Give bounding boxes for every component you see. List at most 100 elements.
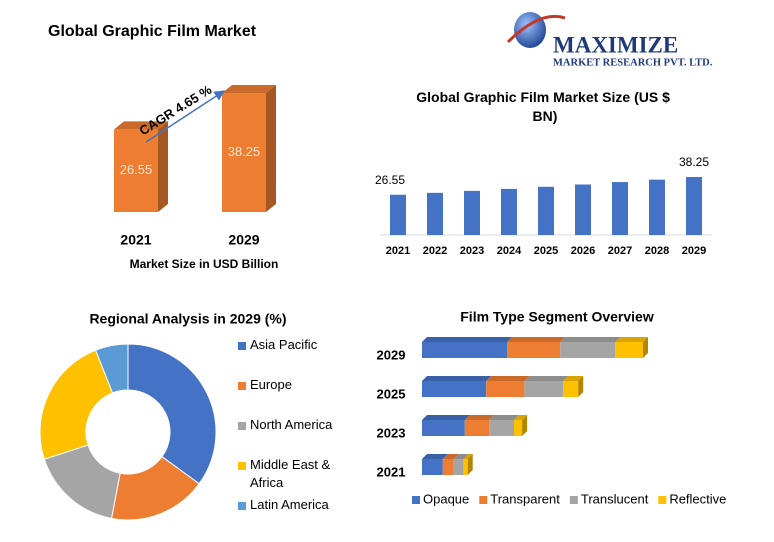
bar <box>390 194 406 235</box>
legend-label: Opaque <box>423 491 469 506</box>
bar-top <box>560 337 621 342</box>
bar-segment <box>489 420 514 436</box>
bar-segment <box>442 459 454 475</box>
value-label: 38.25 <box>679 155 709 169</box>
legend-label: Asia Pacific <box>250 337 318 352</box>
donut-slice <box>94 343 129 394</box>
bar-segment <box>486 381 525 397</box>
bar <box>612 182 628 235</box>
x-tick-label: 2023 <box>460 245 484 257</box>
bar-segment <box>422 420 465 436</box>
legend-swatch <box>238 382 246 390</box>
logo-subtitle: MARKET RESEARCH PVT. LTD. <box>553 57 713 68</box>
bar-top <box>463 454 473 459</box>
bar-top <box>507 337 566 342</box>
legend-swatch <box>238 502 246 510</box>
legend-label: North America <box>250 417 333 432</box>
chart-title: Film Type Segment Overview <box>460 309 654 325</box>
bar <box>575 184 591 235</box>
bar <box>114 129 158 212</box>
page-title: Global Graphic Film Market <box>48 23 257 40</box>
legend-label: Reflective <box>669 491 726 506</box>
logo-name: MAXIMIZE <box>553 32 678 57</box>
x-tick-label: 2029 <box>682 245 706 257</box>
bar-top <box>422 415 470 420</box>
bar-segment <box>422 381 487 397</box>
bar-top <box>524 376 569 381</box>
x-tick-label: 2024 <box>497 245 522 257</box>
bar-top <box>222 85 276 93</box>
legend-swatch <box>569 496 578 504</box>
legend-label: Middle East & Africa <box>250 457 334 490</box>
bar-top <box>422 376 492 381</box>
bar-segment <box>513 420 523 436</box>
y-tick-label: 2023 <box>377 425 406 440</box>
legend-swatch <box>238 422 246 430</box>
x-tick-label: 2026 <box>571 245 595 257</box>
x-tick-label: 2022 <box>423 245 447 257</box>
bar-segment <box>524 381 564 397</box>
legend-swatch <box>412 496 420 504</box>
bar-top <box>464 415 495 420</box>
bar-side <box>266 85 276 212</box>
bar-segment <box>563 381 579 397</box>
bar-segment <box>422 342 508 358</box>
legend-swatch <box>479 496 488 504</box>
bar-side <box>643 337 648 358</box>
bar-side <box>467 454 473 475</box>
bar-segment <box>464 420 490 436</box>
bar-side <box>158 121 168 212</box>
bar-top <box>615 337 648 342</box>
bar-top <box>563 376 584 381</box>
bar-top <box>422 337 513 342</box>
y-tick-label: 2025 <box>377 386 406 401</box>
x-tick-label: 2021 <box>386 245 410 257</box>
bar-top <box>489 415 519 420</box>
value-label: 26.55 <box>120 162 153 177</box>
bar <box>686 177 702 235</box>
bar-side <box>578 376 584 397</box>
bar-segment <box>453 459 464 475</box>
y-tick-label: 2029 <box>377 347 406 362</box>
bar-top <box>442 454 459 459</box>
bar-top <box>486 376 530 381</box>
legend-label: Latin America <box>250 497 330 512</box>
donut-slice <box>39 349 114 460</box>
x-tick-label: 2021 <box>120 232 151 248</box>
bar-segment <box>422 459 443 475</box>
bar-top <box>513 415 528 420</box>
legend-swatch <box>238 462 246 470</box>
x-tick-label: 2027 <box>608 245 632 257</box>
legend-swatch <box>658 496 667 504</box>
x-axis-label: Market Size in USD Billion <box>130 257 279 271</box>
legend-swatch <box>238 342 246 350</box>
chart-title: Global Graphic Film Market Size (US $ BN… <box>416 89 674 124</box>
bar-side <box>522 415 528 436</box>
value-label: 38.25 <box>228 144 261 159</box>
cagr-arrow <box>145 90 225 143</box>
bar-top <box>453 454 469 459</box>
bar-segment <box>615 342 643 358</box>
bar-segment <box>560 342 616 358</box>
donut-slice <box>127 343 217 485</box>
annotation: CAGR 4.65 % <box>137 82 215 139</box>
chart-title: Regional Analysis in 2029 (%) <box>89 311 286 327</box>
bar-segment <box>463 459 468 475</box>
y-tick-label: 2021 <box>377 464 406 479</box>
x-tick-label: 2029 <box>228 232 259 248</box>
legend-label: Europe <box>250 377 292 392</box>
bar <box>222 93 266 212</box>
bar <box>649 179 665 235</box>
logo-swoosh <box>506 14 566 44</box>
bar <box>501 188 517 235</box>
x-tick-label: 2025 <box>534 245 558 257</box>
legend-label: Transparent <box>490 491 560 506</box>
legend-label: Translucent <box>581 491 649 506</box>
bar <box>464 190 480 235</box>
bar <box>427 192 443 235</box>
bar <box>538 186 554 235</box>
bar-segment <box>507 342 561 358</box>
bar-top <box>422 454 448 459</box>
x-tick-label: 2028 <box>645 245 669 257</box>
